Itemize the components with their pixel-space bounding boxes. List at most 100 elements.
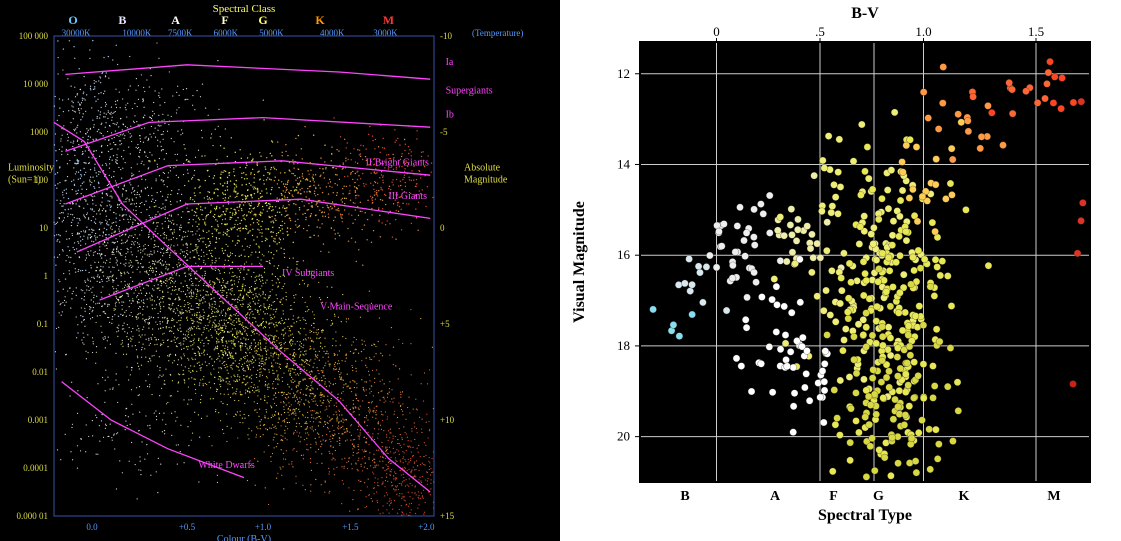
star-point: [202, 302, 203, 303]
star-point: [210, 284, 211, 285]
star-point: [74, 217, 75, 218]
star-point: [346, 321, 347, 322]
star-point: [274, 265, 275, 266]
star-point: [272, 220, 273, 221]
star-point: [99, 156, 100, 157]
star-point: [341, 458, 342, 459]
star-point: [330, 420, 331, 421]
star-point: [233, 341, 234, 342]
star-point: [129, 199, 130, 200]
star-point: [149, 270, 150, 271]
star-point: [313, 332, 314, 333]
star-point: [207, 196, 208, 197]
star-point: [275, 215, 276, 216]
star-point: [73, 46, 74, 47]
star-point: [72, 202, 73, 203]
star-point: [326, 351, 327, 352]
star-point: [329, 471, 330, 472]
star-point: [181, 312, 182, 313]
star-point: [292, 326, 293, 327]
star-point: [316, 443, 317, 444]
star-point: [215, 327, 216, 328]
star-point: [334, 366, 335, 367]
star-point: [229, 272, 230, 273]
star-point: [212, 198, 213, 199]
star-point: [204, 275, 205, 276]
star-point: [157, 324, 158, 325]
star-point: [176, 273, 177, 274]
star-point: [168, 307, 169, 308]
star-point: [384, 383, 385, 384]
star-point: [185, 310, 186, 311]
star-point: [417, 432, 418, 433]
star-point: [71, 101, 72, 102]
star-point: [204, 312, 205, 313]
star-point: [131, 262, 132, 263]
star-point: [422, 495, 423, 496]
star-point: [424, 372, 425, 373]
star-point: [302, 280, 303, 281]
star-point: [283, 458, 284, 459]
star-point: [166, 153, 167, 154]
star-point: [171, 327, 172, 328]
star-point: [210, 243, 211, 244]
star-point: [86, 257, 87, 258]
star-point: [329, 431, 330, 432]
star-point: [374, 407, 375, 408]
star-point: [216, 208, 217, 209]
star-point: [261, 419, 262, 420]
star-point: [330, 441, 331, 442]
star-point: [121, 281, 122, 282]
star-point: [141, 280, 142, 281]
star-point: [284, 249, 285, 250]
star-point: [105, 234, 106, 235]
star-point: [95, 81, 96, 82]
star-point: [130, 340, 131, 341]
star-point: [183, 348, 184, 349]
star-point: [122, 242, 123, 243]
star-point: [244, 263, 245, 264]
star-point: [254, 333, 255, 334]
star-point: [362, 400, 363, 401]
star-point: [305, 399, 306, 400]
star-point: [127, 284, 128, 285]
star-point: [200, 206, 201, 207]
star-point: [80, 240, 81, 241]
star-point: [195, 353, 196, 354]
star-point: [116, 278, 117, 279]
star-point: [227, 281, 228, 282]
star-point: [212, 291, 213, 292]
star-point: [246, 163, 247, 164]
star-point: [111, 138, 112, 139]
star-point: [306, 423, 307, 424]
star-point: [256, 350, 257, 351]
star-point: [273, 309, 274, 310]
star-point: [160, 235, 161, 236]
star-point: [232, 393, 233, 394]
star-point: [335, 383, 336, 384]
star-point: [228, 332, 229, 333]
star-point: [151, 317, 152, 318]
star-point: [85, 243, 86, 244]
star-point: [368, 407, 369, 408]
star-point: [181, 238, 182, 239]
star-point: [201, 237, 202, 238]
star-point: [273, 240, 274, 241]
star-point: [281, 299, 282, 300]
star-point: [97, 116, 98, 117]
star-point: [232, 334, 233, 335]
star-point: [86, 226, 87, 227]
star-point: [172, 290, 173, 291]
star-point: [85, 217, 86, 218]
star-point: [224, 267, 225, 268]
star-point: [187, 99, 188, 100]
star-point: [162, 333, 163, 334]
star-point: [130, 204, 131, 205]
star-point: [250, 245, 251, 246]
star-point: [257, 412, 258, 413]
star-point: [171, 331, 172, 332]
star-point: [162, 296, 163, 297]
star-point: [70, 208, 71, 209]
star-point: [230, 293, 231, 294]
star-point: [428, 461, 429, 462]
